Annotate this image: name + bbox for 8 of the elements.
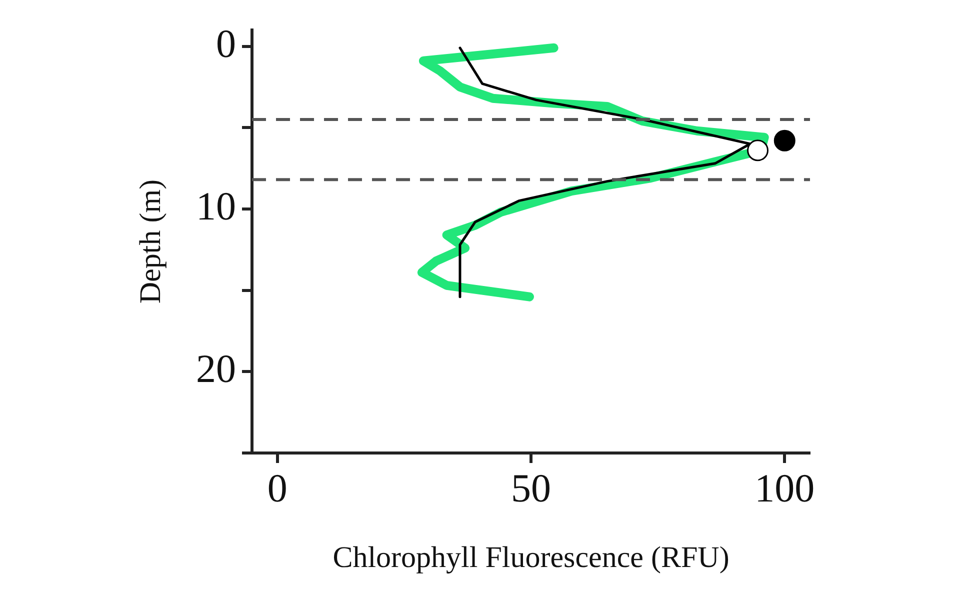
x-tick-label: 100 [754,466,815,510]
y-axis-title: Depth (m) [134,179,167,304]
y-tick-label: 0 [216,20,236,66]
x-tick-label: 50 [511,466,551,510]
x-axis-title: Chlorophyll Fluorescence (RFU) [332,540,730,574]
x-tick-label: 0 [267,466,288,510]
y-tick-label: 20 [196,346,236,392]
y-tick-label: 10 [196,183,236,228]
